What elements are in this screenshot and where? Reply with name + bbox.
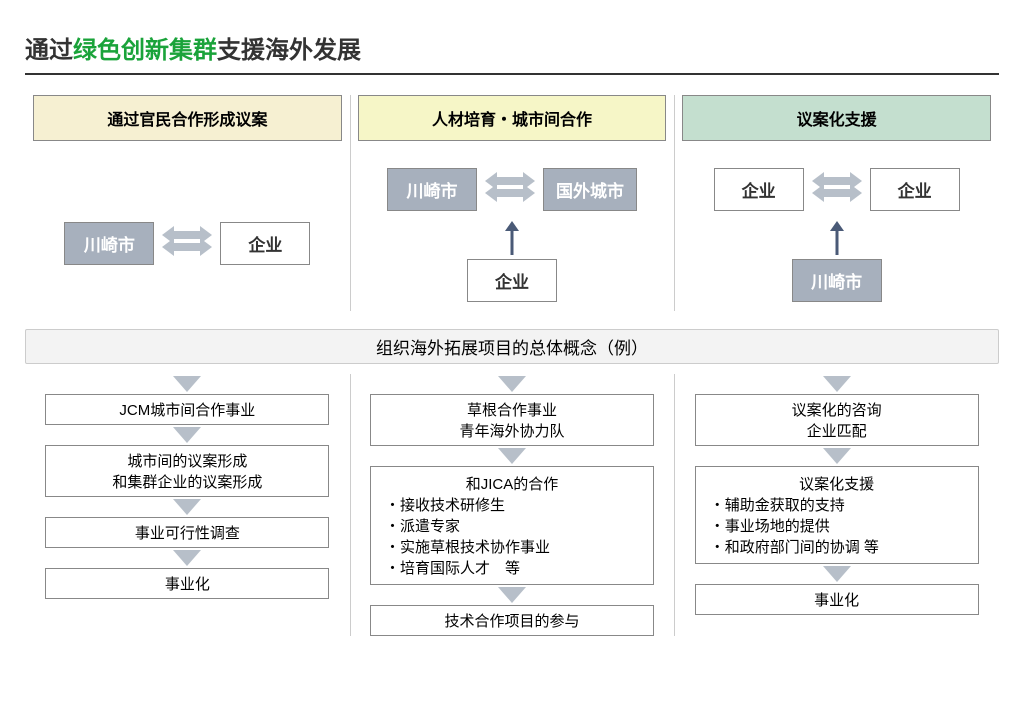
title-accent: 绿色创新集群 (73, 37, 217, 64)
entity-box: 川崎市 (64, 222, 154, 265)
flow-bullet: 接收技术研修生 (385, 494, 639, 515)
down-arrow-icon (498, 448, 526, 464)
flow-line: JCM城市间合作事业 (52, 399, 322, 420)
entity-box: 川崎市 (792, 259, 882, 302)
entity-box: 国外城市 (543, 168, 637, 211)
entity-box: 企业 (467, 259, 557, 302)
flow-bullet: 和政府部门间的协调 等 (710, 536, 964, 557)
flow-line: 和集群企业的议案形成 (52, 471, 322, 492)
flow-line: 技术合作项目的参与 (377, 610, 647, 631)
flow-line: 事业化 (702, 589, 972, 610)
down-arrow-icon (173, 550, 201, 566)
down-arrow-icon (823, 448, 851, 464)
up-arrow-icon (828, 221, 846, 255)
up-arrow-icon (503, 221, 521, 255)
flow-box: 技术合作项目的参与 (370, 605, 654, 636)
down-arrow-icon (823, 376, 851, 392)
flow-box: 议案化的咨询企业匹配 (695, 394, 979, 446)
down-arrow-icon (173, 376, 201, 392)
concept-banner: 组织海外拓展项目的总体概念（例） (25, 329, 999, 364)
title-part2: 支援海外发展 (217, 37, 361, 64)
diagram-columns: 通过官民合作形成议案 川崎市 企业 人材培育・城市间合作 川崎市 国外城市 企业… (25, 95, 999, 311)
column-header: 议案化支援 (682, 95, 991, 141)
flow-bullet: 派遣专家 (385, 515, 639, 536)
down-arrow-icon (173, 427, 201, 443)
flow-box: 草根合作事业青年海外协力队 (370, 394, 654, 446)
flow-box: 事业化 (695, 584, 979, 615)
entity-box: 企业 (870, 168, 960, 211)
relation-row: 企业 企业 (682, 161, 991, 217)
relation-row: 川崎市 企业 (33, 215, 342, 271)
flow-box: 事业可行性调查 (45, 517, 329, 548)
swap-arrow-icon (812, 170, 862, 204)
flow-line: 事业可行性调查 (52, 522, 322, 543)
flow-box: 议案化支援 辅助金获取的支持事业场地的提供和政府部门间的协调 等 (695, 466, 979, 564)
entity-box: 企业 (714, 168, 804, 211)
column-0: 通过官民合作形成议案 川崎市 企业 (25, 95, 350, 311)
flow-box-heading: 议案化支援 (710, 473, 964, 494)
page-title: 通过绿色创新集群支援海外发展 (25, 30, 999, 75)
flow-bullet: 培育国际人才 等 (385, 557, 639, 578)
flow-line: 城市间的议案形成 (52, 450, 322, 471)
column-header: 人材培育・城市间合作 (358, 95, 667, 141)
down-arrow-icon (823, 566, 851, 582)
flow-columns: JCM城市间合作事业 城市间的议案形成和集群企业的议案形成 事业可行性调查 事业… (25, 374, 999, 636)
flow-box: 和JICA的合作 接收技术研修生派遣专家实施草根技术协作事业培育国际人才 等 (370, 466, 654, 585)
entity-box: 川崎市 (387, 168, 477, 211)
flow-column-0: JCM城市间合作事业 城市间的议案形成和集群企业的议案形成 事业可行性调查 事业… (25, 374, 350, 636)
flow-line: 青年海外协力队 (377, 420, 647, 441)
flow-bullet: 辅助金获取的支持 (710, 494, 964, 515)
column-2: 议案化支援 企业 企业 川崎市 (674, 95, 999, 311)
flow-line: 企业匹配 (702, 420, 972, 441)
swap-arrow-icon (485, 170, 535, 204)
flow-box: 城市间的议案形成和集群企业的议案形成 (45, 445, 329, 497)
flow-line: 草根合作事业 (377, 399, 647, 420)
down-arrow-icon (173, 499, 201, 515)
down-arrow-icon (498, 376, 526, 392)
title-part1: 通过 (25, 37, 73, 64)
flow-bullet: 事业场地的提供 (710, 515, 964, 536)
flow-line: 议案化的咨询 (702, 399, 972, 420)
column-header: 通过官民合作形成议案 (33, 95, 342, 141)
relation-row: 川崎市 国外城市 (358, 161, 667, 217)
swap-arrow-icon (162, 224, 212, 258)
flow-column-1: 草根合作事业青年海外协力队 和JICA的合作 接收技术研修生派遣专家实施草根技术… (350, 374, 675, 636)
flow-box: 事业化 (45, 568, 329, 599)
entity-box: 企业 (220, 222, 310, 265)
flow-bullet: 实施草根技术协作事业 (385, 536, 639, 557)
column-1: 人材培育・城市间合作 川崎市 国外城市 企业 (350, 95, 675, 311)
flow-box: JCM城市间合作事业 (45, 394, 329, 425)
flow-box-heading: 和JICA的合作 (385, 473, 639, 494)
flow-column-2: 议案化的咨询企业匹配 议案化支援 辅助金获取的支持事业场地的提供和政府部门间的协… (674, 374, 999, 636)
flow-line: 事业化 (52, 573, 322, 594)
down-arrow-icon (498, 587, 526, 603)
